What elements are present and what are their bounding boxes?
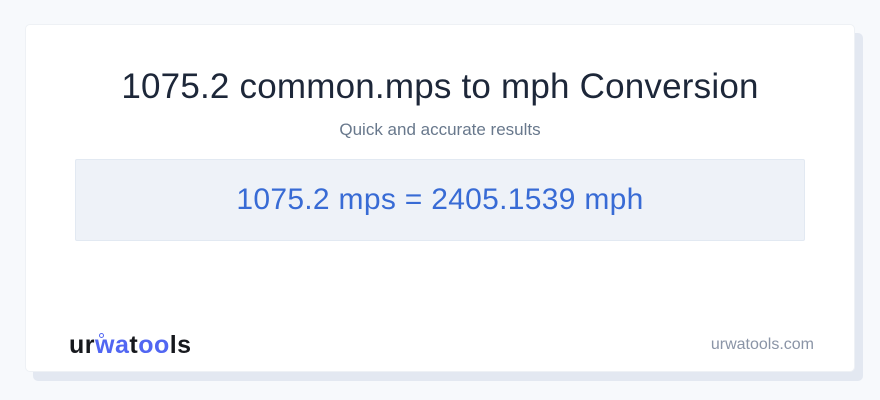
conversion-card: 1075.2 common.mps to mph Conversion Quic… xyxy=(25,24,855,372)
logo-part-ls: ls xyxy=(169,330,192,359)
page-subtitle: Quick and accurate results xyxy=(339,120,541,139)
logo-part-ur: ur xyxy=(69,330,95,359)
page-title: 1075.2 common.mps to mph Conversion xyxy=(121,67,759,106)
logo-part-oo-glasses-icon: oo xyxy=(138,330,170,359)
site-domain-text: urwatools.com xyxy=(710,336,814,354)
logo-part-t: t xyxy=(129,330,139,359)
card-footer: urwatools urwatools.com xyxy=(69,330,814,360)
conversion-result-box: 1075.2 mps = 2405.1539 mph xyxy=(75,159,805,241)
logo-ring-icon xyxy=(99,332,104,338)
urwatools-logo: urwatools xyxy=(69,330,192,360)
conversion-result-text: 1075.2 mps = 2405.1539 mph xyxy=(236,183,644,216)
